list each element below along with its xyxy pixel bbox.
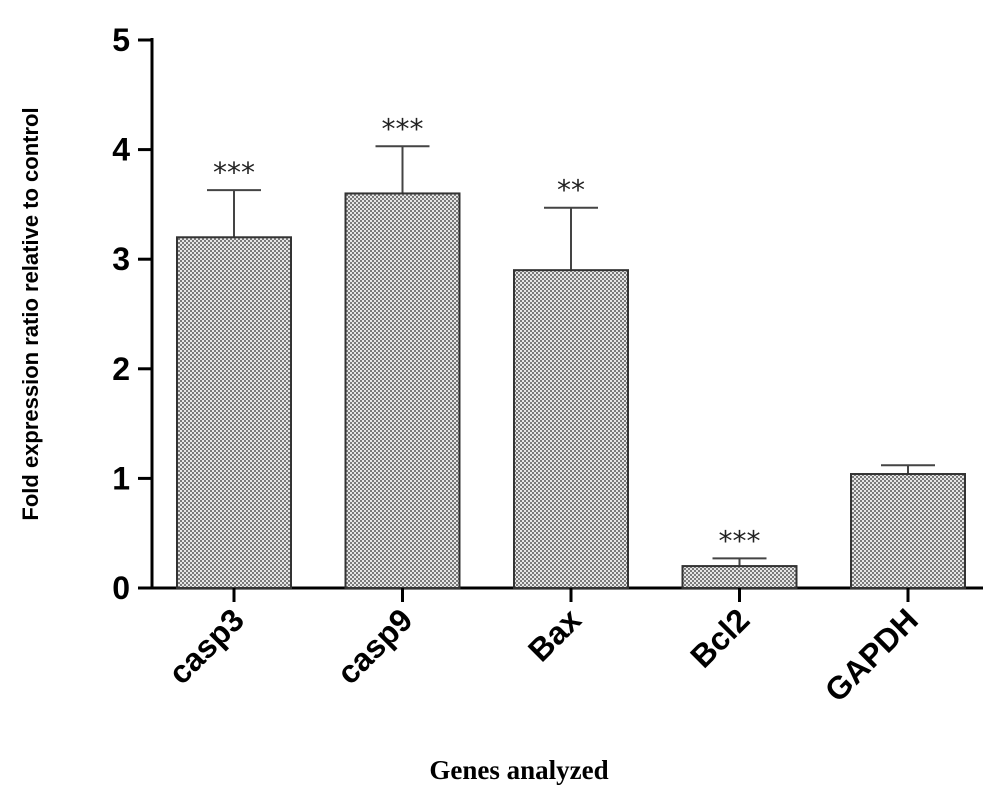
y-axis-ticks: 0 1 2 3 4 5 <box>112 22 152 606</box>
bar-group-bax: ** <box>513 174 629 589</box>
bar-group-casp9: *** <box>344 112 461 589</box>
significance-label: *** <box>719 524 761 557</box>
bar <box>513 269 629 589</box>
y-tick-label: 2 <box>112 351 130 387</box>
significance-label: ** <box>557 174 585 207</box>
significance-label: *** <box>213 156 255 189</box>
x-tick-label: Bcl2 <box>683 601 756 674</box>
y-tick-label: 3 <box>112 241 130 277</box>
y-axis-label: Fold expression ratio relative to contro… <box>18 107 43 520</box>
y-tick-label: 0 <box>112 570 130 606</box>
y-tick-label: 1 <box>112 460 130 496</box>
x-axis-label: Genes analyzed <box>429 755 608 785</box>
bar <box>681 565 798 590</box>
bar <box>344 192 461 589</box>
x-tick-label: GAPDH <box>818 601 925 708</box>
bar <box>176 236 292 589</box>
bar-group-gapdh <box>850 464 966 589</box>
y-tick-label: 4 <box>112 132 130 168</box>
significance-label: *** <box>382 112 424 145</box>
bar-group-bcl2: *** <box>681 524 798 590</box>
bar <box>850 473 966 589</box>
x-tick-label: casp3 <box>161 601 251 691</box>
x-tick-label: Bax <box>521 601 588 668</box>
x-tick-label: casp9 <box>330 601 420 691</box>
y-tick-label: 5 <box>112 22 130 58</box>
x-axis-ticks: casp3 casp9 Bax Bcl2 GAPDH <box>161 588 925 709</box>
bars: *********** <box>176 112 966 590</box>
bar-group-casp3: *** <box>176 156 292 589</box>
